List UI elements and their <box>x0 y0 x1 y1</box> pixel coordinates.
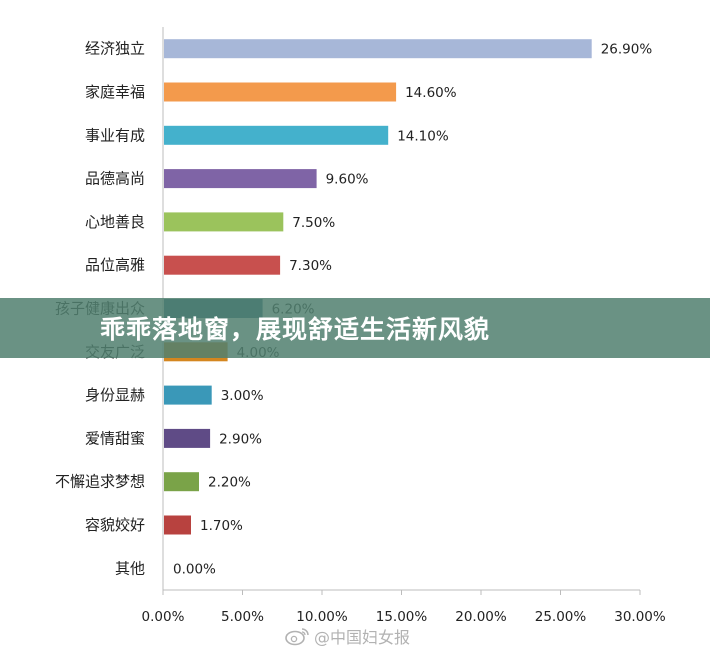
bar <box>164 125 389 145</box>
category-label: 容貌姣好 <box>85 516 145 534</box>
category-label: 事业有成 <box>85 126 145 144</box>
bar <box>164 385 212 405</box>
data-label: 7.50% <box>292 215 335 231</box>
bar <box>164 472 199 492</box>
category-label: 经济独立 <box>85 40 145 58</box>
bar <box>164 169 317 189</box>
category-label: 品位高雅 <box>85 256 145 274</box>
bar <box>164 39 592 59</box>
bar <box>164 428 211 448</box>
data-label: 2.20% <box>208 475 251 491</box>
category-label: 身份显赫 <box>85 386 145 404</box>
x-tick-label: 20.00% <box>455 609 507 625</box>
weibo-icon <box>285 628 309 646</box>
data-label: 7.30% <box>289 258 332 274</box>
data-label: 0.00% <box>173 561 216 577</box>
bar <box>164 515 191 535</box>
x-tick-label: 15.00% <box>376 609 428 625</box>
bar <box>164 255 281 275</box>
x-tick-label: 10.00% <box>296 609 348 625</box>
category-label: 爱情甜蜜 <box>85 429 145 447</box>
x-tick-label: 25.00% <box>535 609 587 625</box>
x-tick-label: 30.00% <box>614 609 666 625</box>
data-label: 14.10% <box>397 128 449 144</box>
bar <box>164 82 397 102</box>
banner-title: 乖乖落地窗，展现舒适生活新风貌 <box>100 315 491 344</box>
data-label: 2.90% <box>219 431 262 447</box>
data-label: 3.00% <box>221 388 264 404</box>
data-label: 14.60% <box>405 85 457 101</box>
category-label: 其他 <box>115 559 145 577</box>
watermark-text: @中国妇女报 <box>314 628 411 647</box>
title-banner: 乖乖落地窗，展现舒适生活新风貌 <box>0 298 710 358</box>
data-label: 26.90% <box>601 42 653 58</box>
category-label: 心地善良 <box>85 213 145 231</box>
x-tick-label: 5.00% <box>221 609 264 625</box>
category-label: 家庭幸福 <box>85 83 145 101</box>
x-tick-label: 0.00% <box>142 609 185 625</box>
category-label: 品德高尚 <box>85 170 145 188</box>
data-label: 9.60% <box>326 172 369 188</box>
watermark: @中国妇女报 <box>284 624 410 648</box>
data-label: 1.70% <box>200 518 243 534</box>
category-label: 不懈追求梦想 <box>55 473 145 491</box>
bar <box>164 212 284 232</box>
